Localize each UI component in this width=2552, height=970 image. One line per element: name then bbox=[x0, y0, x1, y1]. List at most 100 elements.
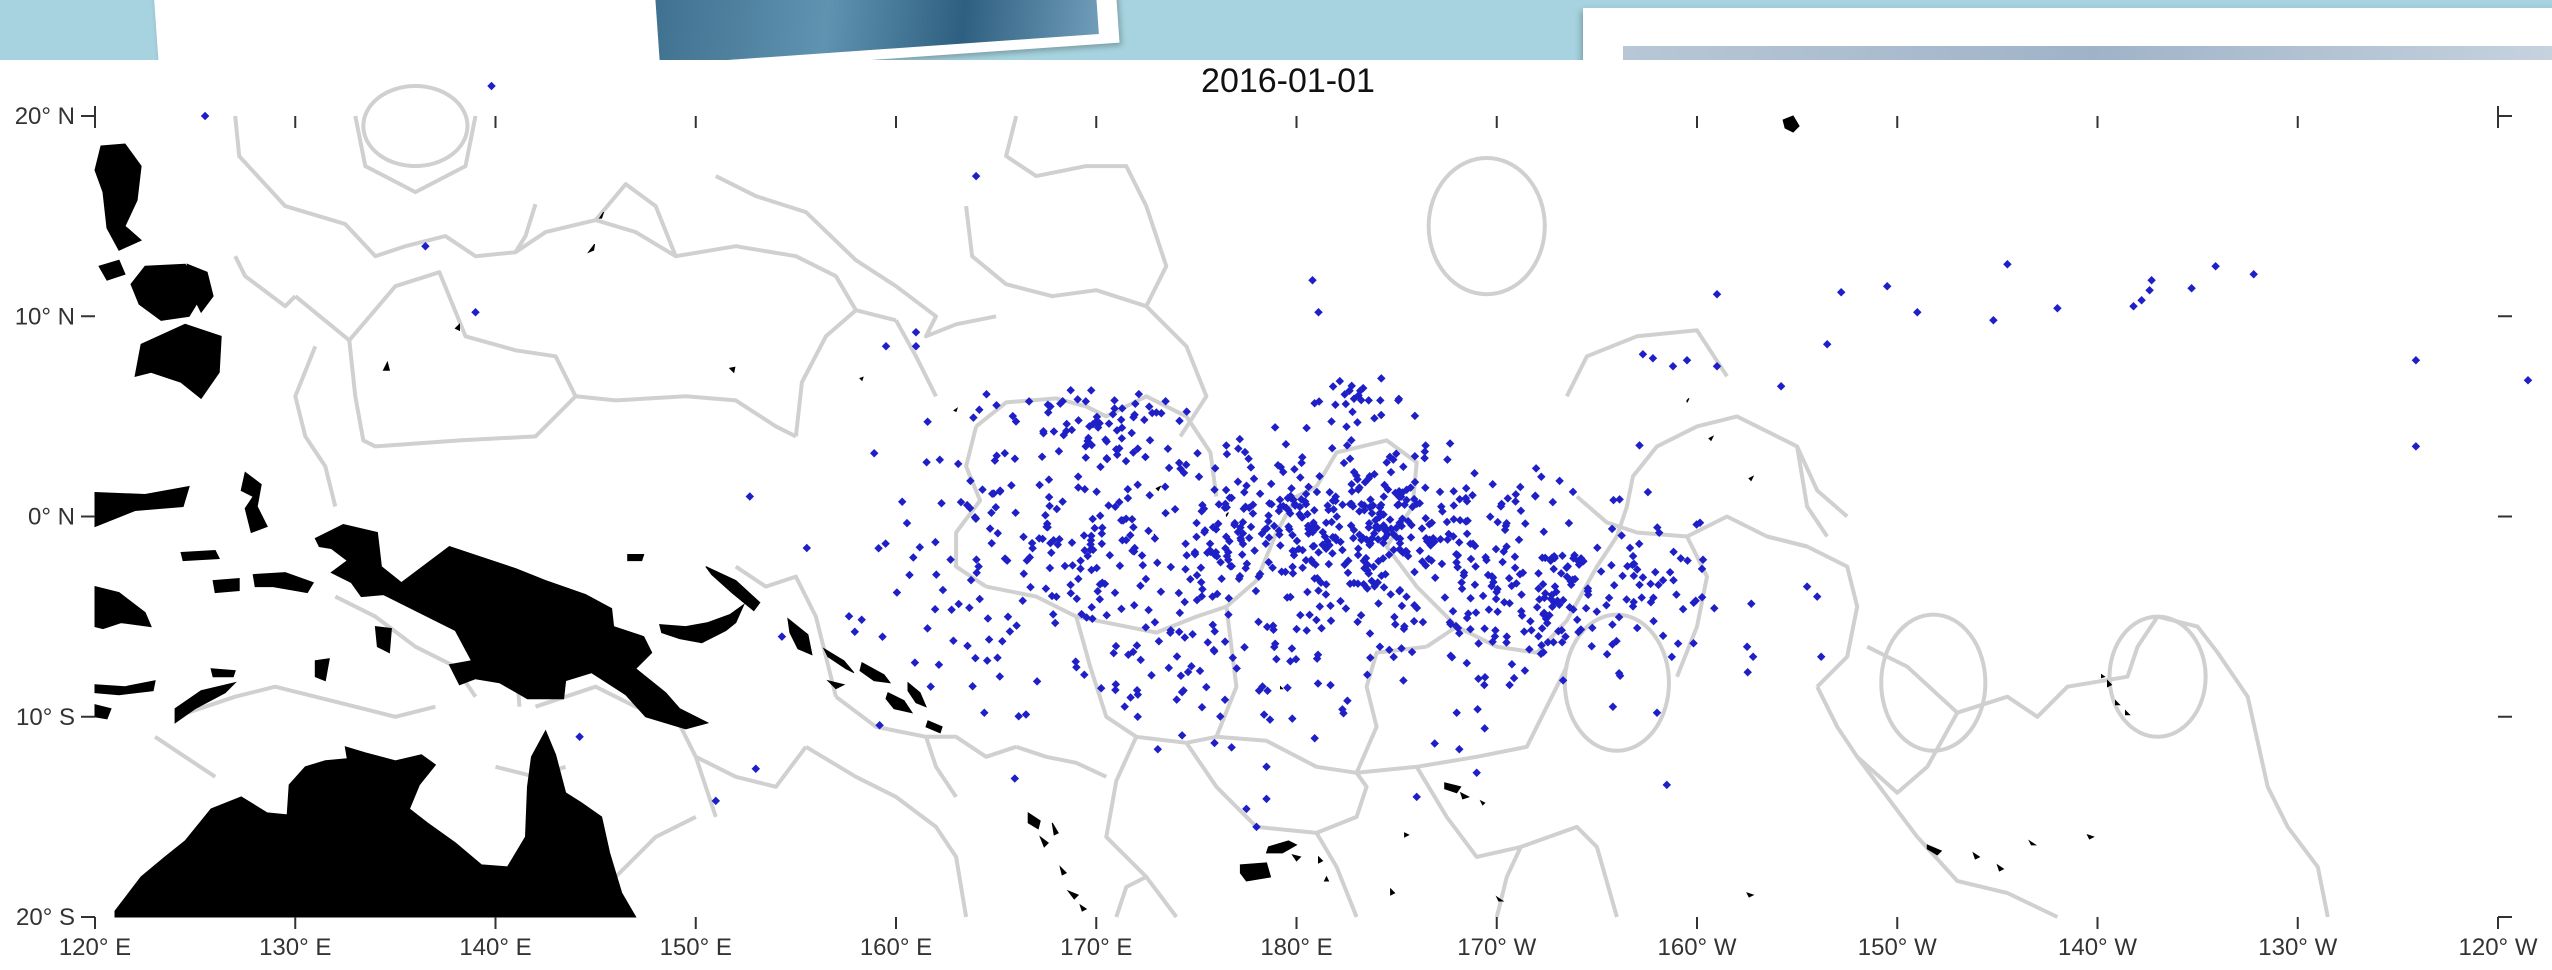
vessel-point bbox=[1037, 452, 1047, 462]
vessel-point bbox=[1457, 578, 1466, 587]
vessel-point bbox=[1341, 604, 1351, 613]
vessel-point bbox=[1097, 539, 1107, 549]
vessel-point bbox=[1111, 641, 1121, 651]
vessel-point bbox=[745, 492, 755, 501]
vessel-point bbox=[1338, 545, 1347, 555]
vessel-point bbox=[1360, 478, 1370, 487]
vessel-point bbox=[923, 417, 932, 427]
vessel-point bbox=[1526, 617, 1535, 626]
vessel-point bbox=[1609, 580, 1619, 590]
vessel-point bbox=[1676, 554, 1686, 563]
vessel-point bbox=[1380, 480, 1389, 490]
vessel-point bbox=[1314, 548, 1323, 557]
vessel-point bbox=[1480, 624, 1489, 633]
vessel-point bbox=[911, 342, 921, 351]
y-tick-label: 10° N bbox=[15, 303, 75, 330]
vessel-point bbox=[1602, 650, 1612, 659]
vessel-point bbox=[1516, 506, 1526, 516]
vessel-point bbox=[984, 635, 994, 644]
vessel-point bbox=[1339, 708, 1348, 718]
vessel-point bbox=[1108, 409, 1118, 419]
vessel-point bbox=[1141, 452, 1150, 462]
vessel-point bbox=[1385, 515, 1395, 524]
vessel-point bbox=[1262, 622, 1272, 632]
vessel-point bbox=[1572, 615, 1582, 625]
vessel-point bbox=[1742, 642, 1752, 651]
vessel-point bbox=[1534, 569, 1543, 578]
vessel-point bbox=[1180, 633, 1190, 642]
vessel-point bbox=[1292, 536, 1302, 546]
vessel-point bbox=[1080, 485, 1090, 494]
vessel-point bbox=[1342, 441, 1352, 450]
vessel-point bbox=[1264, 517, 1273, 526]
vessel-point bbox=[1608, 620, 1617, 629]
vessel-point bbox=[1491, 544, 1501, 554]
vessel-point bbox=[1141, 623, 1151, 632]
vessel-point bbox=[947, 605, 956, 615]
vessel-point bbox=[1402, 495, 1411, 505]
map-panel: 2016-01-01 120° E 130° E 140° E 150° E 160° … bbox=[0, 60, 2552, 970]
vessel-point bbox=[983, 614, 993, 623]
vessel-point bbox=[1133, 712, 1142, 722]
vessel-point bbox=[935, 455, 945, 465]
x-tick-label: 120° E bbox=[59, 934, 131, 961]
vessel-point bbox=[1534, 632, 1543, 641]
vessel-point bbox=[1561, 632, 1570, 641]
vessel-point bbox=[1150, 618, 1160, 627]
vessel-point bbox=[1480, 724, 1489, 733]
vessel-point bbox=[1509, 673, 1519, 683]
vessel-point bbox=[1507, 581, 1516, 591]
vessel-point bbox=[1511, 497, 1520, 506]
vessel-point bbox=[1440, 593, 1450, 602]
vessel-point bbox=[1311, 560, 1320, 569]
vessel-point bbox=[1345, 579, 1355, 589]
vessel-point bbox=[1482, 555, 1491, 565]
vessel-point bbox=[1003, 612, 1013, 621]
vessel-point bbox=[909, 553, 918, 562]
vessel-point bbox=[1389, 530, 1398, 539]
vessel-point bbox=[1377, 374, 1386, 383]
vessel-point bbox=[1628, 551, 1638, 561]
vessel-point bbox=[1095, 595, 1105, 604]
vessel-point bbox=[938, 585, 948, 595]
vessel-point bbox=[875, 721, 884, 730]
vessel-point bbox=[1488, 480, 1497, 489]
vessel-point bbox=[980, 708, 989, 718]
vessel-point bbox=[1092, 416, 1101, 426]
vessel-point bbox=[1111, 680, 1121, 689]
vessel-point bbox=[1046, 538, 1055, 548]
vessel-point bbox=[1836, 287, 1846, 297]
vessel-points bbox=[200, 81, 2533, 832]
vessel-point bbox=[1366, 653, 1375, 663]
vessel-point bbox=[923, 624, 932, 633]
y-tick-label: 10° S bbox=[16, 704, 75, 731]
vessel-point bbox=[1549, 637, 1558, 647]
vessel-point bbox=[1240, 642, 1249, 652]
vessel-point bbox=[1252, 822, 1261, 832]
vessel-point bbox=[1629, 559, 1639, 569]
x-tick-label: 180° E bbox=[1260, 934, 1332, 961]
vessel-point bbox=[1338, 500, 1347, 510]
vessel-point bbox=[1543, 638, 1553, 647]
vessel-point bbox=[971, 171, 981, 181]
vessel-point bbox=[1263, 686, 1272, 695]
vessel-point bbox=[1507, 659, 1517, 669]
vessel-point bbox=[1221, 485, 1231, 495]
vessel-point bbox=[954, 599, 963, 609]
vessel-point bbox=[1462, 529, 1472, 538]
x-tick-label: 130° E bbox=[259, 934, 331, 961]
vessel-point bbox=[1287, 484, 1296, 493]
vessel-point bbox=[1370, 414, 1379, 423]
vessel-point bbox=[1232, 664, 1241, 673]
vessel-point bbox=[2003, 259, 2012, 269]
vessel-point bbox=[1421, 483, 1430, 493]
vessel-point bbox=[1669, 547, 1678, 557]
vessel-point bbox=[1123, 493, 1133, 503]
vessel-point bbox=[1132, 641, 1142, 650]
vessel-point bbox=[1307, 555, 1316, 565]
vessel-point bbox=[1141, 574, 1151, 584]
vessel-point bbox=[1697, 593, 1707, 602]
vessel-point bbox=[1339, 458, 1349, 468]
vessel-point bbox=[1012, 621, 1021, 630]
vessel-point bbox=[1214, 500, 1224, 509]
